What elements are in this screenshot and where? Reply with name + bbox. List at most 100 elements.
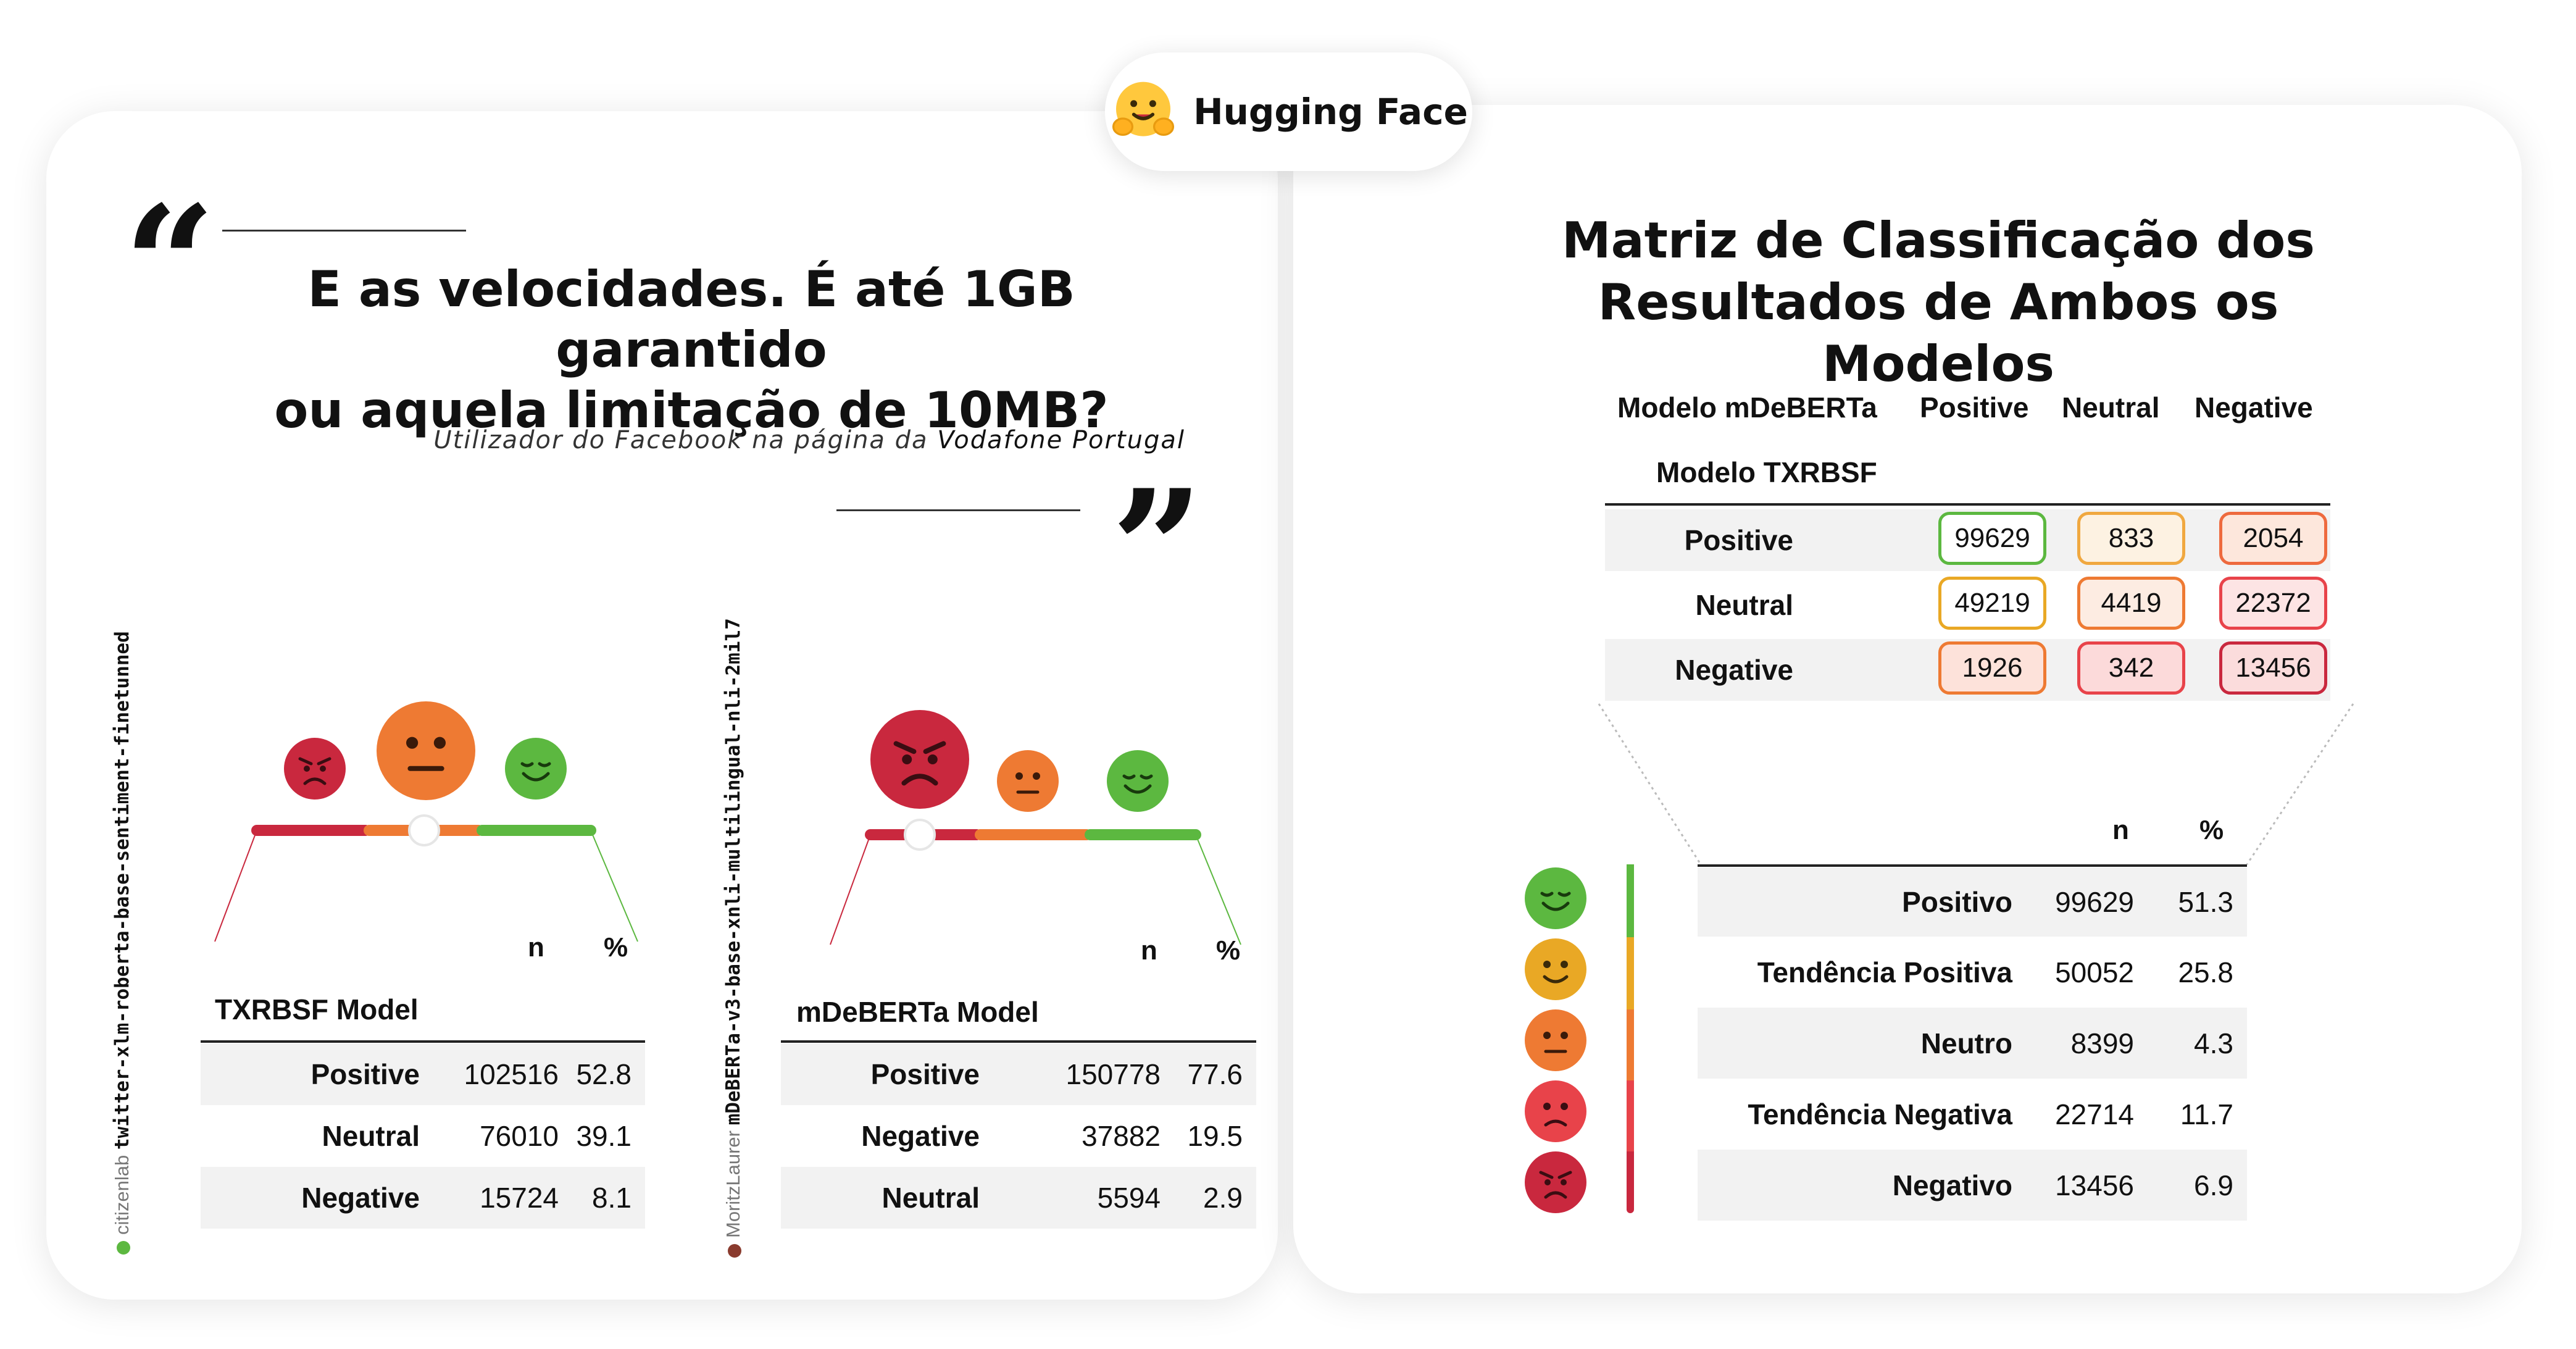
model-a-positive-face-icon: [505, 738, 567, 800]
model-a-table-rule: [201, 1040, 645, 1043]
summary-row: Tendência Negativa 22714 11.7: [1698, 1079, 2247, 1150]
matrix-row-label: Neutral: [1695, 589, 1793, 621]
row-n: 99629: [2055, 886, 2134, 918]
negativo-face-icon: [1525, 1151, 1586, 1213]
row-label: Tendência Positiva: [1757, 956, 2012, 988]
badge-label: Hugging Face: [1193, 91, 1468, 133]
summary-faces: [1525, 867, 1586, 1213]
row-pct: 77.6: [1187, 1058, 1243, 1090]
table-row: Neutral 5594 2.9: [781, 1167, 1256, 1229]
matrix-cell: 13456: [2219, 641, 2327, 695]
model-b-author: MoritzLaurer: [722, 1130, 744, 1238]
row-n: 13456: [2055, 1169, 2134, 1201]
matrix-cell: 22372: [2219, 577, 2327, 630]
model-a-gauge-marker: [408, 814, 440, 846]
model-a-gauge: [214, 691, 638, 942]
quote-text: E as velocidades. É até 1GB garantido ou…: [185, 259, 1198, 441]
model-a-table-title: TXRBSF Model: [215, 993, 419, 1025]
row-pct: 4.3: [2194, 1027, 2233, 1059]
matrix-title-line-1: Matriz de Classificação dos: [1561, 212, 2315, 269]
model-b-neutral-face-icon: [997, 750, 1059, 812]
matrix-cell: 4419: [2077, 577, 2185, 630]
model-a-negative-face-icon: [284, 738, 346, 800]
model-b-gauge: [830, 691, 1241, 945]
row-n: 8399: [2070, 1027, 2134, 1059]
matrix-connector: [1598, 703, 2354, 865]
summary-row: Tendência Positiva 50052 25.8: [1698, 937, 2247, 1008]
tendencia-negativa-face-icon: [1525, 1080, 1586, 1142]
summary-row: Neutro 8399 4.3: [1698, 1008, 2247, 1079]
table-row: Negative 37882 19.5: [781, 1105, 1256, 1167]
matrix-cell: 99629: [1938, 512, 2046, 565]
matrix-row-axis-label: Modelo TXRBSF: [1656, 456, 1877, 488]
matrix-cell: 2054: [2219, 512, 2327, 565]
row-n: 22714: [2055, 1098, 2134, 1130]
summary-col-n: n: [2112, 815, 2129, 845]
quote-line-1: E as velocidades. É até 1GB garantido: [307, 261, 1075, 378]
row-label: Positive: [870, 1058, 980, 1090]
model-b-col-pct: %: [1216, 935, 1241, 966]
model-b-gauge-marker: [904, 819, 936, 851]
matrix-row: Positive 99629 833 2054: [1605, 509, 2330, 571]
model-a-author: citizenlab: [111, 1155, 133, 1235]
tendencia-positiva-face-icon: [1525, 938, 1586, 1000]
summary-rule: [1698, 864, 2247, 867]
model-b-table-rule: [781, 1040, 1256, 1043]
summary-row: Negativo 13456 6.9: [1698, 1150, 2247, 1221]
matrix-cell: 342: [2077, 641, 2185, 695]
matrix-col-axis-label: Modelo mDeBERTa: [1617, 391, 1877, 424]
row-n: 76010: [480, 1120, 559, 1152]
matrix-rule: [1605, 503, 2330, 506]
matrix-col-positive: Positive: [1920, 391, 2029, 424]
model-b-source-label: MoritzLaurer mDeBERTa-v3-base-xnli-multi…: [722, 618, 744, 1263]
summary-col-pct: %: [2199, 815, 2224, 845]
row-n: 37882: [1082, 1120, 1161, 1152]
matrix-row: Neutral 49219 4419 22372: [1605, 574, 2330, 636]
model-b-funnel-right: [1195, 834, 1241, 945]
model-b-table-title: mDeBERTa Model: [796, 996, 1039, 1028]
matrix-row: Negative 1926 342 13456: [1605, 639, 2330, 701]
matrix-col-neutral: Neutral: [2062, 391, 2160, 424]
attribution-source: Vodafone Portugal: [937, 426, 1185, 454]
open-quote-icon: “: [123, 171, 216, 359]
hugging-face-icon: [1112, 81, 1175, 136]
model-a-neutral-face-icon: [377, 701, 475, 800]
legend-bar-negativo: [1627, 1151, 1634, 1213]
row-n: 102516: [464, 1058, 559, 1090]
legend-bar-tendencia-positiva: [1627, 937, 1634, 1009]
model-a-col-n: n: [528, 932, 544, 963]
quote-line-2: ou aquela limitação de 10MB?: [274, 382, 1109, 439]
matrix-cell: 49219: [1938, 577, 2046, 630]
row-label: Positive: [311, 1058, 420, 1090]
row-label: Neutro: [1920, 1027, 2012, 1059]
matrix-cell: 1926: [1938, 641, 2046, 695]
row-label: Negative: [301, 1182, 420, 1214]
row-pct: 51.3: [2178, 886, 2233, 918]
row-label: Neutral: [882, 1182, 980, 1214]
legend-bar-neutro: [1627, 1009, 1634, 1080]
model-b-id: mDeBERTa-v3-base-xnli-multilingual-nli-2…: [722, 618, 744, 1126]
row-pct: 11.7: [2180, 1098, 2233, 1130]
matrix-row-label: Positive: [1684, 524, 1793, 556]
row-n: 15724: [480, 1182, 559, 1214]
row-pct: 6.9: [2194, 1169, 2233, 1201]
neutro-face-icon: [1525, 1009, 1586, 1071]
row-label: Negativo: [1892, 1169, 2012, 1201]
model-a-funnel-right: [590, 830, 638, 942]
matrix-title: Matriz de Classificação dos Resultados d…: [1482, 210, 2395, 395]
row-pct: 39.1: [576, 1120, 631, 1152]
row-label: Tendência Negativa: [1748, 1098, 2012, 1130]
table-row: Positive 150778 77.6: [781, 1043, 1256, 1105]
summary-row: Positivo 99629 51.3: [1698, 867, 2247, 937]
row-label: Neutral: [322, 1120, 420, 1152]
model-a-id: twitter-xlm-roberta-base-sentiment-finet…: [111, 631, 133, 1150]
close-quote-icon: ”: [1111, 455, 1204, 643]
row-n: 5594: [1097, 1182, 1161, 1214]
row-n: 50052: [2055, 956, 2134, 988]
row-pct: 8.1: [592, 1182, 631, 1214]
matrix-cell: 833: [2077, 512, 2185, 565]
hugging-face-badge[interactable]: Hugging Face: [1105, 52, 1472, 171]
model-a-funnel-left: [214, 830, 257, 942]
model-b-positive-face-icon: [1107, 750, 1169, 812]
row-label: Negative: [861, 1120, 980, 1152]
